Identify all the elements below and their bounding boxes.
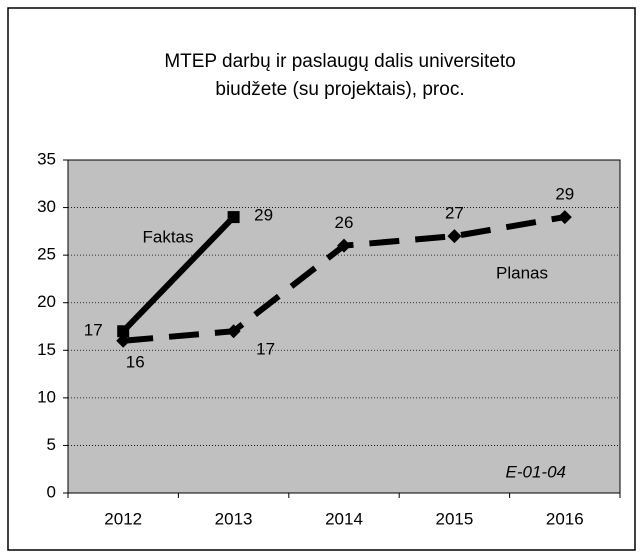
y-tick-label: 35 <box>37 149 56 168</box>
y-tick-label: 15 <box>37 340 56 359</box>
marker <box>337 238 351 253</box>
y-tick-label: 0 <box>47 482 56 501</box>
data-label: 26 <box>335 213 354 232</box>
y-tick-label: 25 <box>37 245 56 264</box>
data-label: 17 <box>84 321 103 340</box>
series-line <box>121 215 236 334</box>
y-tick-label: 10 <box>37 387 56 406</box>
marker <box>447 229 462 244</box>
x-tick-label: 2016 <box>546 509 584 528</box>
y-tick-label: 5 <box>47 435 56 454</box>
series-label: Planas <box>496 263 548 282</box>
marker <box>116 333 131 348</box>
y-tick-label: 30 <box>37 197 56 216</box>
marker <box>117 325 130 338</box>
marker <box>226 324 241 339</box>
y-tick-label: 20 <box>37 292 56 311</box>
data-label: 17 <box>256 340 275 359</box>
data-label: 16 <box>126 352 145 371</box>
chart-title: MTEP darbų ir paslaugų dalis universitet… <box>164 51 515 72</box>
plot-area <box>67 159 621 494</box>
x-tick-label: 2014 <box>325 509 363 528</box>
chart-title: biudžete (su projektais), proc. <box>215 79 464 100</box>
data-label: 29 <box>555 185 574 204</box>
annotation: E-01-04 <box>506 462 566 481</box>
x-tick-label: 2012 <box>104 509 142 528</box>
x-tick-label: 2013 <box>215 509 253 528</box>
marker <box>557 210 572 225</box>
x-tick-label: 2015 <box>435 509 473 528</box>
marker <box>227 211 240 224</box>
data-label: 27 <box>445 204 464 223</box>
data-label: 29 <box>254 206 273 225</box>
series-label: Faktas <box>142 227 193 246</box>
